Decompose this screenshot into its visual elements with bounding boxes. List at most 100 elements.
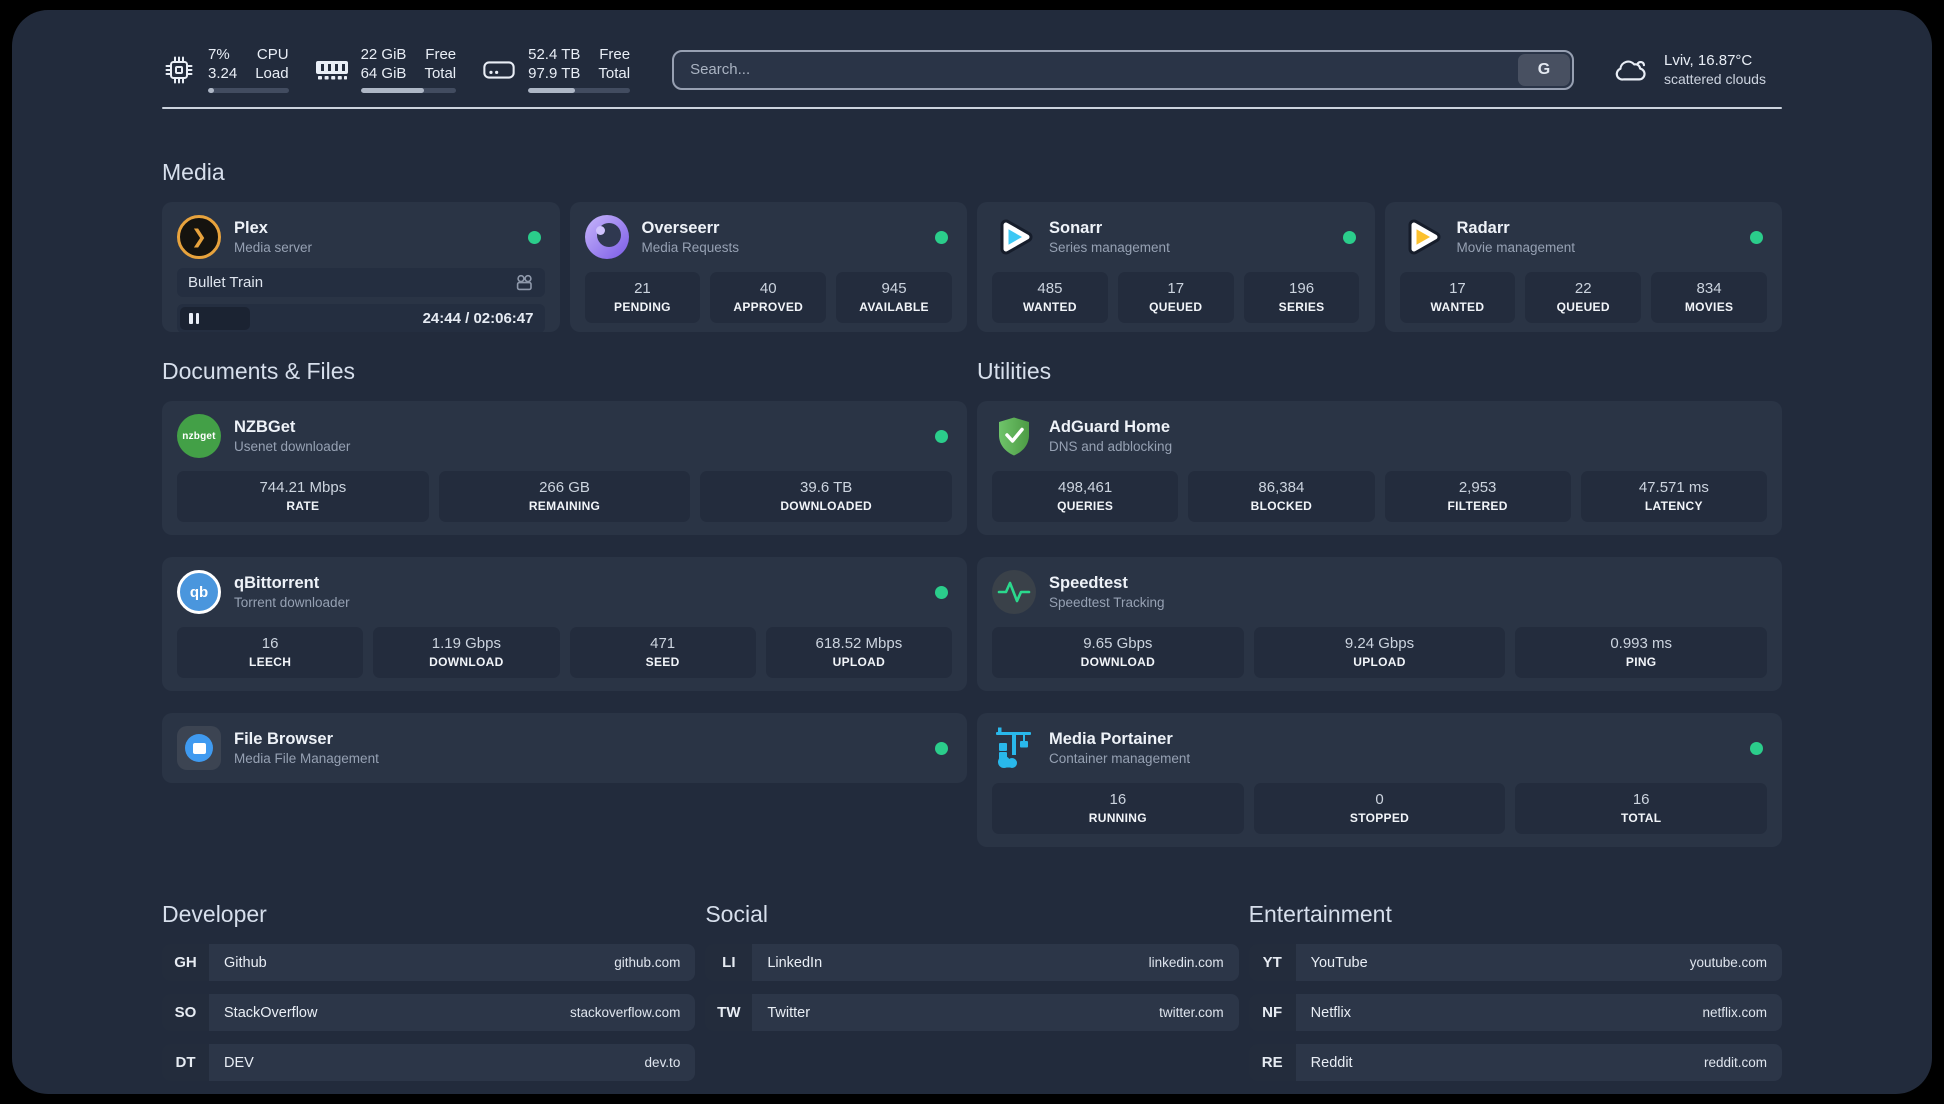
disk-metric: 52.4 TB Free 97.9 TB Total bbox=[482, 46, 631, 93]
pause-button[interactable] bbox=[189, 313, 199, 324]
app-name: File Browser bbox=[234, 729, 334, 748]
bookmark-twitter[interactable]: TW Twitter twitter.com bbox=[705, 994, 1239, 1031]
portainer-icon bbox=[992, 726, 1036, 770]
stat-upload: 618.52 Mbps UPLOAD bbox=[765, 627, 952, 678]
media-grid: ❯ Plex Media server Bullet Train 24:44 bbox=[162, 202, 1782, 332]
ram-free: 22 GiB bbox=[360, 46, 407, 63]
bookmark-tag: DT bbox=[162, 1044, 209, 1081]
app-name: Media Portainer bbox=[1049, 729, 1173, 748]
bookmark-reddit[interactable]: RE Reddit reddit.com bbox=[1248, 1044, 1782, 1081]
ram-free-label: Free bbox=[425, 46, 457, 63]
section-title-social: Social bbox=[705, 901, 768, 927]
app-card-adguard[interactable]: AdGuard Home DNS and adblocking 498,461 Q… bbox=[977, 401, 1782, 535]
stat-available: 945 AVAILABLE bbox=[836, 272, 952, 323]
bookmark-stackoverflow[interactable]: SO StackOverflow stackoverflow.com bbox=[162, 994, 696, 1031]
bookmark-tag: LI bbox=[705, 944, 753, 981]
status-dot bbox=[1342, 230, 1356, 244]
status-dot bbox=[935, 585, 948, 599]
bookmark-tag: NF bbox=[1248, 994, 1296, 1031]
developer-column: Developer GH Github github.com SO StackOv… bbox=[162, 901, 696, 1081]
stat-queued: 22 QUEUED bbox=[1525, 272, 1642, 323]
disk-progress-bar bbox=[528, 88, 631, 93]
status-dot bbox=[1750, 741, 1763, 755]
app-subtitle: Usenet downloader bbox=[234, 438, 351, 454]
app-subtitle: Movie management bbox=[1456, 239, 1576, 255]
ram-total: 64 GiB bbox=[360, 65, 407, 82]
bookmark-linkedin[interactable]: LI LinkedIn linkedin.com bbox=[705, 944, 1239, 981]
bookmark-tag: GH bbox=[162, 944, 209, 981]
bookmark-github[interactable]: GH Github github.com bbox=[162, 944, 696, 981]
disk-total: 97.9 TB bbox=[528, 65, 581, 82]
app-name: AdGuard Home bbox=[1049, 417, 1171, 436]
stat-rate: 744.21 Mbps RATE bbox=[177, 471, 429, 522]
app-subtitle: Torrent downloader bbox=[234, 594, 350, 610]
status-dot bbox=[1750, 230, 1763, 244]
ram-metric: 22 GiB Free 64 GiB Total bbox=[315, 46, 457, 93]
stat-latency: 47.571 ms LATENCY bbox=[1580, 471, 1767, 522]
app-card-portainer[interactable]: Media Portainer Container management 16 R… bbox=[977, 713, 1782, 847]
plex-icon: ❯ bbox=[177, 215, 221, 259]
stat-seed: 471 SEED bbox=[569, 627, 756, 678]
stat-movies: 834 MOVIES bbox=[1651, 272, 1767, 323]
cpu-icon bbox=[162, 54, 196, 86]
status-dot bbox=[935, 741, 948, 755]
section-title-utilities: Utilities bbox=[977, 358, 1052, 384]
app-name: Speedtest bbox=[1049, 573, 1128, 592]
app-card-radarr[interactable]: Radarr Movie management 17 WANTED 22 QUEUE… bbox=[1384, 202, 1782, 332]
radarr-icon bbox=[1400, 215, 1444, 259]
status-dot bbox=[527, 230, 541, 244]
stat-wanted: 485 WANTED bbox=[992, 272, 1108, 323]
stat-download: 9.65 Gbps DOWNLOAD bbox=[992, 627, 1244, 678]
app-card-nzbget[interactable]: nzbget NZBGet Usenet downloader 744.21 M… bbox=[162, 401, 967, 535]
weather-widget: Lviv, 16.87°C scattered clouds bbox=[1612, 51, 1782, 88]
bookmark-netflix[interactable]: NF Netflix netflix.com bbox=[1248, 994, 1782, 1031]
weather-condition: scattered clouds bbox=[1664, 71, 1766, 87]
bookmark-tag: YT bbox=[1248, 944, 1296, 981]
app-card-sonarr[interactable]: Sonarr Series management 485 WANTED 17 QUE… bbox=[977, 202, 1375, 332]
social-column: Social LI LinkedIn linkedin.com TW Twitte… bbox=[705, 901, 1239, 1031]
app-name: NZBGet bbox=[234, 417, 296, 436]
app-subtitle: Media File Management bbox=[234, 750, 379, 766]
search-engine-button[interactable]: G bbox=[1518, 53, 1570, 86]
stat-series: 196 SERIES bbox=[1243, 272, 1360, 323]
overseerr-icon bbox=[584, 215, 629, 259]
sonarr-icon bbox=[992, 215, 1036, 259]
cpu-load: 3.24 bbox=[208, 65, 238, 82]
section-title-documents: Documents & Files bbox=[162, 358, 356, 384]
dashboard: 7% CPU 3.24 Load bbox=[12, 10, 1932, 1094]
status-dot bbox=[935, 230, 948, 244]
app-card-overseerr[interactable]: Overseerr Media Requests 21 PENDING 40 APP… bbox=[569, 202, 967, 332]
app-subtitle: Media Requests bbox=[641, 239, 740, 255]
search-input[interactable] bbox=[674, 51, 1516, 88]
disk-total-label: Total bbox=[598, 65, 631, 82]
cpu-metric: 7% CPU 3.24 Load bbox=[162, 46, 289, 93]
stat-filtered: 2,953 FILTERED bbox=[1384, 471, 1571, 522]
cpu-progress-bar bbox=[208, 88, 289, 93]
ram-progress-bar bbox=[360, 88, 457, 93]
app-card-speedtest[interactable]: Speedtest Speedtest Tracking 9.65 Gbps DO… bbox=[977, 557, 1782, 691]
stat-ping: 0.993 ms PING bbox=[1515, 627, 1768, 678]
filebrowser-icon bbox=[177, 726, 221, 770]
stat-total: 16 TOTAL bbox=[1515, 783, 1768, 834]
bookmark-dev[interactable]: DT DEV dev.to bbox=[162, 1044, 696, 1081]
bookmark-tag: RE bbox=[1248, 1044, 1296, 1081]
section-title-entertainment: Entertainment bbox=[1248, 901, 1392, 927]
search-bar[interactable]: G bbox=[672, 49, 1574, 90]
app-card-qbittorrent[interactable]: qb qBittorrent Torrent downloader 16 LEEC… bbox=[162, 557, 967, 691]
playback-elapsed bbox=[180, 307, 251, 330]
ram-total-label: Total bbox=[424, 65, 457, 82]
app-subtitle: Speedtest Tracking bbox=[1049, 594, 1165, 610]
stat-queued: 17 QUEUED bbox=[1117, 272, 1234, 323]
app-name: qBittorrent bbox=[234, 573, 320, 592]
app-card-filebrowser[interactable]: File Browser Media File Management bbox=[162, 713, 967, 783]
speedtest-icon bbox=[992, 570, 1036, 614]
stat-running: 16 RUNNING bbox=[992, 783, 1244, 834]
cpu-percent: 7% bbox=[208, 46, 230, 63]
stat-downloaded: 39.6 TB DOWNLOADED bbox=[700, 471, 953, 522]
qbittorrent-icon: qb bbox=[177, 570, 221, 614]
documents-column: Documents & Files nzbget NZBGet Usenet d… bbox=[162, 358, 967, 783]
stat-pending: 21 PENDING bbox=[584, 272, 701, 323]
app-card-plex[interactable]: ❯ Plex Media server Bullet Train 24:44 bbox=[162, 202, 560, 332]
cloud-icon bbox=[1612, 55, 1650, 85]
bookmark-youtube[interactable]: YT YouTube youtube.com bbox=[1248, 944, 1782, 981]
